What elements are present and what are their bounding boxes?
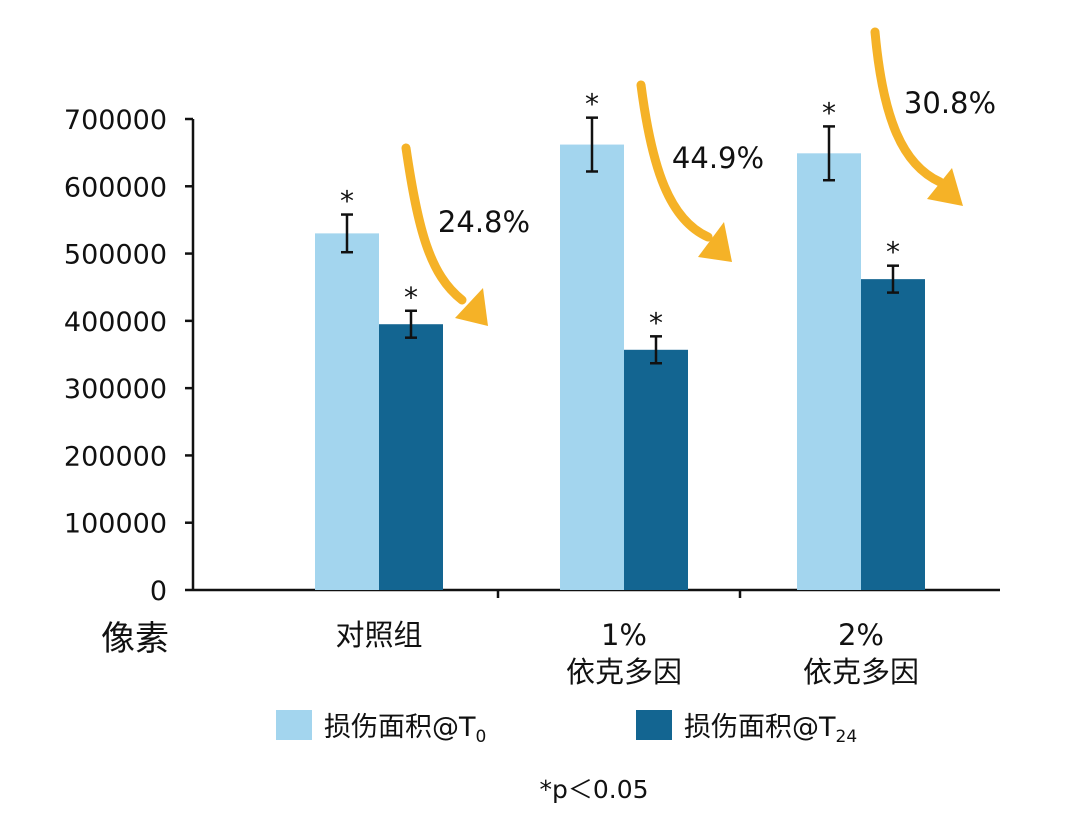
reduction-arrows: 24.8% 44.9% 30.8% xyxy=(401,27,996,326)
significance-marker: * xyxy=(404,281,418,314)
y-axis: 0 100000 200000 300000 400000 500000 600000 700… xyxy=(64,105,195,607)
category-label: 依克多因 xyxy=(566,655,682,689)
bar xyxy=(624,349,688,590)
legend-label-subscript: 0 xyxy=(476,727,487,747)
significance-marker: * xyxy=(340,185,354,218)
y-tick-label: 600000 xyxy=(64,172,167,203)
reduction-label: 44.9% xyxy=(672,141,764,175)
legend-label-subscript: 24 xyxy=(836,727,858,747)
category-label: 1% xyxy=(601,618,647,652)
reduction-arrow xyxy=(636,80,713,242)
reduction-arrow-head xyxy=(455,288,488,326)
bar xyxy=(797,153,861,590)
y-tick-label: 0 xyxy=(150,576,167,607)
legend-swatch xyxy=(636,710,672,740)
bar xyxy=(379,324,443,590)
legend-label-text: 损伤面积@T xyxy=(324,712,476,743)
legend-label: 损伤面积@T24 xyxy=(684,712,857,747)
bar xyxy=(315,233,379,590)
category-label: 2% xyxy=(838,618,884,652)
significance-marker: * xyxy=(585,88,599,121)
y-tick-label: 700000 xyxy=(64,105,167,136)
category-label: 依克多因 xyxy=(803,655,919,689)
reduction-label: 24.8% xyxy=(438,205,530,239)
bars: * * * * * * xyxy=(315,88,925,590)
reduction-arrow-head xyxy=(698,222,732,262)
x-axis xyxy=(193,588,1000,598)
reduction-arrow xyxy=(870,27,945,187)
bar xyxy=(560,144,624,590)
y-tick-label: 400000 xyxy=(64,307,167,338)
category-label: 对照组 xyxy=(335,618,422,652)
legend-swatch xyxy=(276,710,312,740)
reduction-label: 30.8% xyxy=(904,86,996,120)
footnote: *p＜0.05 xyxy=(539,775,648,804)
significance-marker: * xyxy=(886,236,900,269)
legend-label: 损伤面积@T0 xyxy=(324,712,486,747)
y-tick-label: 100000 xyxy=(64,509,167,540)
significance-marker: * xyxy=(822,96,836,129)
reduction-arrow xyxy=(401,143,467,305)
bar xyxy=(861,279,925,590)
significance-marker: * xyxy=(649,306,663,339)
y-axis-title: 像素 xyxy=(101,619,169,659)
legend-label-text: 损伤面积@T xyxy=(684,712,836,743)
reduction-arrow-head xyxy=(927,168,963,206)
y-tick-label: 300000 xyxy=(64,374,167,405)
legend: 损伤面积@T0 损伤面积@T24 xyxy=(276,710,857,747)
y-tick-label: 500000 xyxy=(64,240,167,271)
y-tick-label: 200000 xyxy=(64,441,167,472)
